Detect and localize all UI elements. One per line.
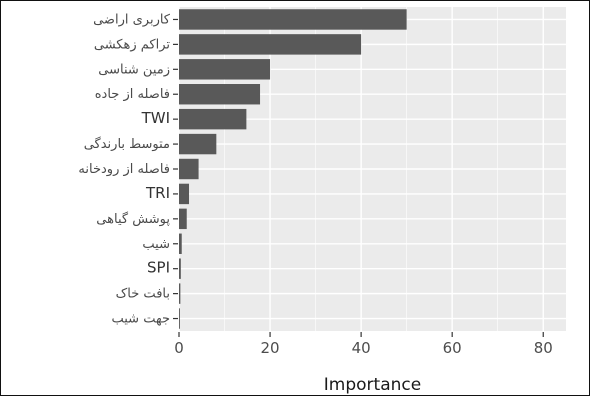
bar xyxy=(179,183,190,205)
y-tick-label: کاربری اراضی xyxy=(93,12,171,27)
x-axis-ticks: 0 20 40 60 80 xyxy=(174,332,553,357)
bar xyxy=(179,34,362,55)
x-tick-label: 80 xyxy=(534,339,553,357)
bar xyxy=(179,133,217,155)
y-tick-label: زمین شناسی xyxy=(98,62,170,77)
bar xyxy=(179,9,407,30)
x-tick-label: 60 xyxy=(443,339,462,357)
y-tick-label: تراکم زهکشی xyxy=(94,37,171,52)
y-tick-label: TRI xyxy=(145,184,170,202)
bar xyxy=(179,308,180,329)
y-tick-label: پوشش گیاهی xyxy=(96,211,170,227)
bar xyxy=(179,84,261,105)
y-tick-label: جهت شیب xyxy=(111,312,170,327)
y-tick-label: شیب xyxy=(142,237,170,252)
bars xyxy=(179,9,407,329)
bar xyxy=(179,208,187,230)
bar xyxy=(179,158,199,180)
bar xyxy=(179,59,271,80)
bar xyxy=(179,108,247,130)
x-tick-label: 40 xyxy=(352,339,371,357)
x-tick-label: 0 xyxy=(174,339,184,357)
y-tick-label: TWI xyxy=(141,109,170,127)
bar xyxy=(179,233,182,254)
y-tick-label: متوسط بارندگی xyxy=(84,136,170,152)
bar xyxy=(179,258,181,279)
y-tick-label: SPI xyxy=(147,259,170,277)
bar xyxy=(179,283,181,304)
x-axis-title: Importance xyxy=(324,375,421,395)
y-tick-label: فاصله از جاده xyxy=(95,87,170,102)
y-tick-label: بافت خاک xyxy=(116,287,170,302)
y-axis-ticks: کاربری اراضی تراکم زهکشی زمین شناسی فاصله ا… xyxy=(78,12,178,327)
y-tick-label: فاصله از رودخانه xyxy=(78,162,170,177)
x-tick-label: 20 xyxy=(261,339,280,357)
